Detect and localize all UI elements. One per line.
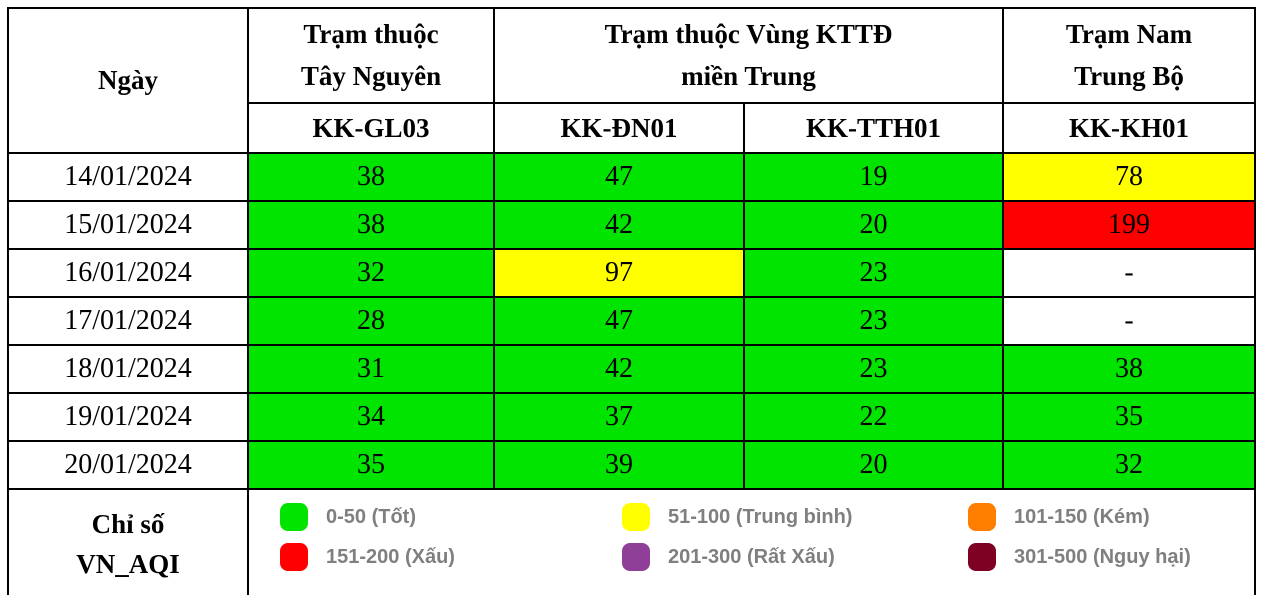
legend-color-swatch-icon [622, 503, 650, 531]
legend-item-label: 101-150 (Kém) [1014, 505, 1150, 528]
table-row: 18/01/2024 31 42 23 38 [7, 344, 1256, 394]
date-column-header: Ngày [7, 7, 249, 154]
legend-title-line: VN_AQI [76, 549, 180, 579]
table-row: 17/01/2024 28 47 23- [7, 296, 1256, 346]
legend-title: Chỉ số VN_AQI [7, 488, 249, 595]
legend-item: 101-150 (Kém) [968, 502, 1191, 532]
aqi-value-cell: 22 [743, 392, 1004, 442]
aqi-value-cell: 97 [493, 248, 745, 298]
aqi-value-cell: 47 [493, 152, 745, 202]
legend-item: 301-500 (Nguy hại) [968, 542, 1191, 572]
table-row: 19/01/2024 34 37 22 35 [7, 392, 1256, 442]
legend-column: 101-150 (Kém) 301-500 (Nguy hại) [968, 502, 1191, 582]
legend-item: 201-300 (Rất Xấu) [622, 542, 852, 572]
aqi-value-cell: 31 [247, 344, 495, 394]
aqi-value-cell: 23 [743, 344, 1004, 394]
date-cell: 17/01/2024 [7, 296, 249, 346]
aqi-value-cell: 47 [493, 296, 745, 346]
legend-color-swatch-icon [968, 543, 996, 571]
aqi-value-cell: 42 [493, 200, 745, 250]
aqi-value-cell: 35 [1002, 392, 1256, 442]
table-row: 15/01/2024 38 42 20 199 [7, 200, 1256, 250]
legend-item: 51-100 (Trung bình) [622, 502, 852, 532]
legend-item-label: 151-200 (Xấu) [326, 545, 455, 568]
legend-item: 151-200 (Xấu) [280, 542, 455, 572]
aqi-value-cell: 39 [493, 440, 745, 490]
station-header-row: KK-GL03 KK-ĐN01 KK-TTH01 KK-KH01 [8, 102, 1256, 154]
aqi-value-cell: 32 [1002, 440, 1256, 490]
table-row: 16/01/2024 32 97 23- [7, 248, 1256, 298]
aqi-value-cell: 23 [743, 296, 1004, 346]
aqi-value-cell: 20 [743, 440, 1004, 490]
aqi-value-cell: 38 [247, 152, 495, 202]
date-cell: 16/01/2024 [7, 248, 249, 298]
station-header-kk-kh01: KK-KH01 [1002, 102, 1256, 154]
station-header-kk-dn01: KK-ĐN01 [493, 102, 745, 154]
legend-item-label: 51-100 (Trung bình) [668, 505, 853, 528]
date-cell: 18/01/2024 [7, 344, 249, 394]
station-header-kk-tth01: KK-TTH01 [743, 102, 1004, 154]
legend-content: 0-50 (Tốt) 151-200 (Xấu) 51-100 (Trung bìn… [247, 488, 1256, 595]
group-header-nam-trung-bo: Trạm Nam Trung Bộ [1002, 7, 1256, 104]
aqi-value-cell: 20 [743, 200, 1004, 250]
aqi-value-cell: 42 [493, 344, 745, 394]
table-row: 14/01/2024 38 47 19 78 [7, 152, 1256, 202]
station-header-kk-gl03: KK-GL03 [247, 102, 495, 154]
aqi-value-cell: 34 [247, 392, 495, 442]
legend-item: 0-50 (Tốt) [280, 502, 455, 532]
aqi-value-cell: 38 [247, 200, 495, 250]
aqi-table: Ngày Trạm thuộc Tây Nguyên Trạm thuộc Vù… [7, 7, 1256, 595]
group-header-line: Trung Bộ [1074, 60, 1184, 91]
date-cell: 14/01/2024 [7, 152, 249, 202]
group-header-line: Trạm thuộc [303, 18, 439, 49]
group-header-line: Trạm thuộc Vùng KTTĐ [604, 18, 893, 49]
legend-item-label: 201-300 (Rất Xấu) [668, 545, 835, 568]
date-cell: 15/01/2024 [7, 200, 249, 250]
legend-item-label: 301-500 (Nguy hại) [1014, 545, 1191, 568]
legend-item-label: 0-50 (Tốt) [326, 505, 416, 528]
group-header-row: Ngày Trạm thuộc Tây Nguyên Trạm thuộc Vù… [7, 7, 1256, 154]
aqi-value-cell: - [1002, 296, 1256, 346]
date-cell: 19/01/2024 [7, 392, 249, 442]
legend-color-swatch-icon [280, 503, 308, 531]
legend-column: 51-100 (Trung bình) 201-300 (Rất Xấu) [622, 502, 852, 582]
aqi-value-cell: 35 [247, 440, 495, 490]
group-header-line: miền Trung [681, 60, 816, 91]
aqi-value-cell: 199 [1002, 200, 1256, 250]
aqi-value-cell: 28 [247, 296, 495, 346]
group-header-tay-nguyen: Trạm thuộc Tây Nguyên [247, 7, 495, 104]
aqi-value-cell: 32 [247, 248, 495, 298]
legend-color-swatch-icon [280, 543, 308, 571]
legend-column: 0-50 (Tốt) 151-200 (Xấu) [280, 502, 455, 582]
aqi-value-cell: 37 [493, 392, 745, 442]
table-body: 14/01/2024 38 47 19 78 15/01/2024 38 42 20 199 16/… [7, 152, 1256, 490]
table-row: 20/01/2024 35 39 20 32 [7, 440, 1256, 490]
date-cell: 20/01/2024 [7, 440, 249, 490]
aqi-value-cell: 19 [743, 152, 1004, 202]
legend-color-swatch-icon [622, 543, 650, 571]
aqi-value-cell: 38 [1002, 344, 1256, 394]
aqi-value-cell: 78 [1002, 152, 1256, 202]
legend-title-line: Chỉ số [91, 508, 165, 539]
group-header-line: Tây Nguyên [300, 60, 442, 91]
aqi-value-cell: 23 [743, 248, 1004, 298]
group-header-kttd-mien-trung: Trạm thuộc Vùng KTTĐ miền Trung [493, 7, 1004, 104]
legend-row: Chỉ số VN_AQI 0-50 (Tốt) 151-200 (Xấu) 51-… [7, 488, 1256, 595]
legend-color-swatch-icon [968, 503, 996, 531]
group-header-line: Trạm Nam [1065, 18, 1193, 49]
aqi-value-cell: - [1002, 248, 1256, 298]
